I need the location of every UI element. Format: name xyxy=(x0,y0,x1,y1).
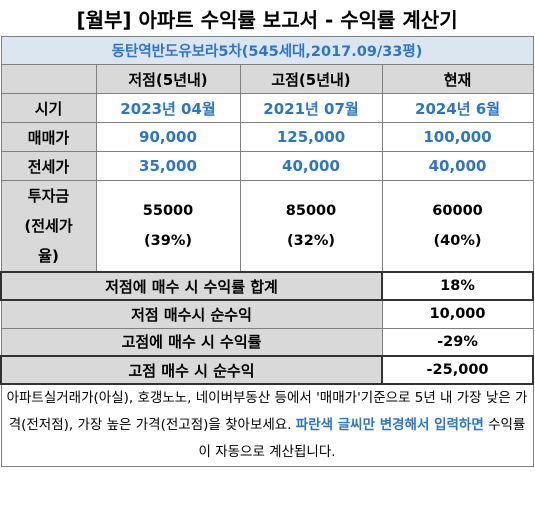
apartment-name[interactable]: 동탄역반도유보라5차(545세대,2017.09/33평) xyxy=(0,36,534,65)
invest-label-line-2: (전세가 xyxy=(24,217,73,235)
row-label-jeonse: 전세가 xyxy=(0,151,97,181)
sale-high-cell[interactable]: 125,000 xyxy=(239,122,383,152)
summary-label-low-yield: 저점에 매수 시 수익률 합계 xyxy=(0,271,383,301)
period-high-cell[interactable]: 2021년 07월 xyxy=(239,93,383,123)
summary-label-low-profit: 저점 매수시 순수익 xyxy=(0,299,383,329)
invest-now-cell: 60000 (40%) xyxy=(381,180,534,273)
sale-now-cell[interactable]: 100,000 xyxy=(381,122,534,152)
corner-cell xyxy=(0,64,97,94)
column-header-now: 현재 xyxy=(381,64,534,94)
invest-high-cell: 85000 (32%) xyxy=(239,180,383,273)
column-header-low: 저점(5년내) xyxy=(95,64,241,94)
note-text-b: 수익률이 자동으로 계산됩니다. xyxy=(198,417,526,460)
invest-low-cell: 55000 (39%) xyxy=(95,180,241,273)
page-title: [월부] 아파트 수익률 보고서 - 수익률 계산기 xyxy=(1,0,534,37)
period-now-cell[interactable]: 2024년 6월 xyxy=(381,93,534,123)
invest-high-amount: 85000 xyxy=(285,203,337,219)
summary-value-low-profit: 10,000 xyxy=(381,299,534,329)
note-text-a: 아파트실거래가(아실), 호갱노노, 네이버부동산 등에서 '매매가'기준으로 … xyxy=(6,390,528,433)
summary-value-high-yield: -29% xyxy=(381,327,534,357)
invest-now-amount: 60000 xyxy=(432,203,483,219)
sale-low-cell[interactable]: 90,000 xyxy=(95,122,241,152)
summary-label-high-yield: 고점에 매수 시 수익률 xyxy=(0,327,383,357)
summary-value-high-profit: -25,000 xyxy=(380,355,535,385)
invest-high-pct: (32%) xyxy=(287,233,335,249)
yield-table: [월부] 아파트 수익률 보고서 - 수익률 계산기 동탄역반도유보라5차(54… xyxy=(0,0,535,467)
summary-value-low-yield: 18% xyxy=(380,271,535,301)
invest-now-pct: (40%) xyxy=(433,233,482,249)
row-label-sale: 매매가 xyxy=(0,122,97,152)
invest-label-line-3: 율) xyxy=(38,247,59,265)
column-header-high: 고점(5년내) xyxy=(239,64,383,94)
invest-low-amount: 55000 xyxy=(142,203,194,219)
jeonse-high-cell[interactable]: 40,000 xyxy=(239,151,383,181)
invest-low-pct: (39%) xyxy=(144,233,192,249)
summary-label-high-profit: 고점 매수 시 순수익 xyxy=(0,355,383,385)
note-highlight: 파란색 글씨만 변경해서 입력하면 xyxy=(295,417,484,433)
jeonse-low-cell[interactable]: 35,000 xyxy=(95,151,241,181)
period-low-cell[interactable]: 2023년 04월 xyxy=(95,93,241,123)
jeonse-now-cell[interactable]: 40,000 xyxy=(381,151,534,181)
row-label-period: 시기 xyxy=(0,93,97,123)
row-label-invest: 투자금 (전세가 율) xyxy=(0,180,97,273)
invest-label-line-1: 투자금 xyxy=(27,187,70,205)
instruction-note: 아파트실거래가(아실), 호갱노노, 네이버부동산 등에서 '매매가'기준으로 … xyxy=(0,383,534,467)
